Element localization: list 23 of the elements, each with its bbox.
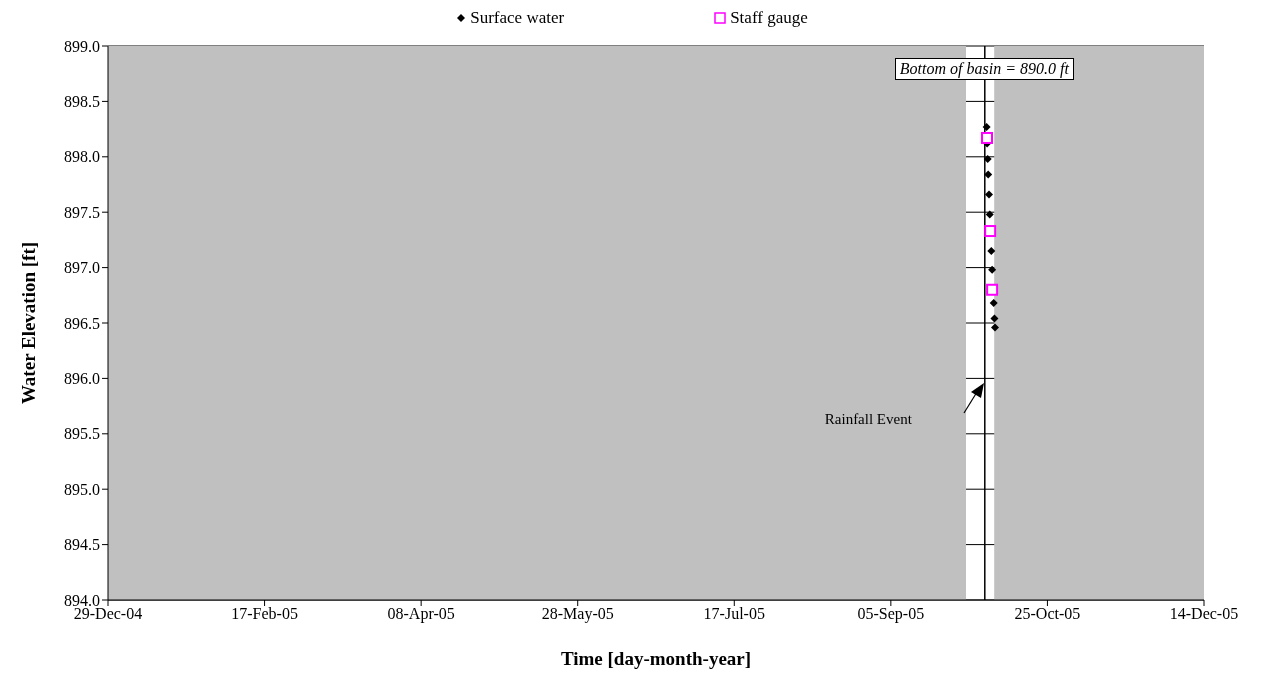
legend-label: Surface water	[469, 8, 565, 28]
annotation: Bottom of basin = 890.0 ft	[894, 58, 1074, 80]
x-tick-label: 25-Oct-05	[1014, 605, 1081, 623]
y-tick-label: 895.0	[64, 480, 100, 498]
y-tick-label: 897.0	[64, 259, 100, 277]
y-tick-label: 895.5	[64, 425, 100, 443]
y-tick-label: 898.0	[64, 148, 100, 166]
y-tick-label: 897.5	[64, 203, 100, 221]
y-tick-label: 898.5	[64, 93, 100, 111]
x-tick-label: 17-Feb-05	[231, 605, 298, 623]
x-tick-label: 08-Apr-05	[387, 605, 455, 624]
x-tick-label: 17-Jul-05	[703, 605, 765, 623]
x-axis-title: Time [day-month-year]	[560, 648, 752, 670]
legend-label: Staff gauge	[729, 8, 808, 28]
x-tick-label: 28-May-05	[541, 605, 614, 624]
y-tick-label: 899.0	[64, 37, 100, 55]
y-tick-label: 894.5	[64, 536, 100, 554]
y-tick-label: 896.5	[64, 314, 100, 332]
x-tick-label: 05-Sep-05	[857, 605, 925, 624]
y-axis-title: Water Elevation [ft]	[17, 241, 39, 405]
annotation: Rainfall Event	[824, 410, 912, 428]
y-tick-label: 896.0	[64, 370, 100, 388]
x-tick-label: 14-Dec-05	[1169, 605, 1239, 623]
